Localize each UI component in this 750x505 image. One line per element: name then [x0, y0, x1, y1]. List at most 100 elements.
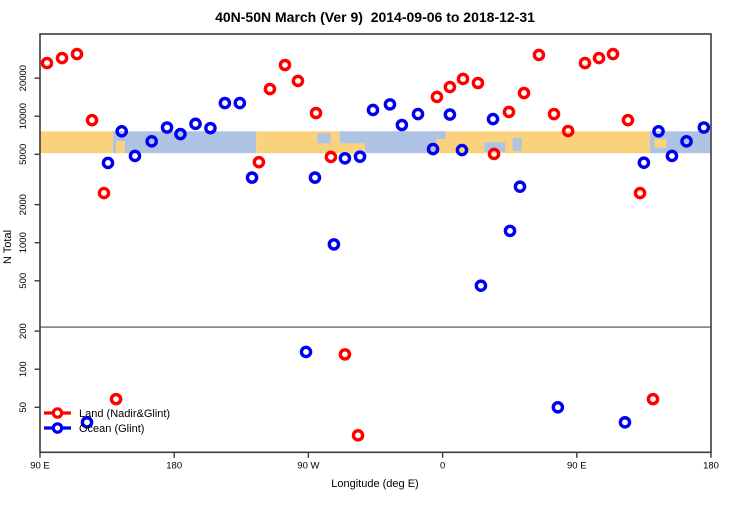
legend-marker-icon	[51, 422, 64, 434]
land-point	[40, 56, 54, 70]
y-tick-label: 100	[18, 361, 29, 377]
land-point	[633, 186, 647, 200]
ocean-point	[652, 124, 665, 138]
chart-title: 40N-50N March (Ver 9) 2014-09-06 to 2018…	[215, 9, 535, 25]
map-strip-patch	[654, 138, 667, 148]
map-strip-patch	[317, 133, 331, 144]
land-point	[592, 51, 606, 65]
map-strip-patch	[116, 141, 125, 154]
ocean-point	[327, 238, 341, 251]
x-tick-label: 0	[440, 460, 445, 471]
x-tick-label: 180	[703, 460, 719, 471]
plot-area: 90 E 180 90 W 0 90 E 180 20000 10000 5000 2000 100…	[18, 33, 719, 471]
land-point	[70, 47, 84, 61]
ocean-point	[551, 400, 565, 414]
land-point	[55, 51, 69, 65]
y-tick-label: 1000	[18, 232, 29, 253]
y-tick-label: 500	[18, 273, 29, 289]
land-point	[430, 90, 444, 104]
land-point	[471, 76, 485, 90]
land-point	[278, 58, 292, 72]
ocean-point	[697, 121, 711, 134]
land-point	[456, 72, 470, 86]
land-point	[443, 80, 457, 94]
ocean-point	[353, 150, 367, 163]
y-tick-label: 20000	[18, 65, 29, 91]
ocean-point	[637, 156, 651, 169]
ocean-point	[80, 416, 94, 429]
land-point	[338, 348, 352, 361]
ocean-point	[204, 121, 217, 135]
ocean-point	[474, 279, 488, 293]
ocean-point	[174, 127, 187, 141]
ocean-point	[128, 149, 142, 163]
ocean-point	[189, 117, 202, 131]
y-axis-label: N Total	[2, 230, 14, 264]
land-point	[309, 106, 323, 120]
land-point	[487, 147, 501, 161]
land-point	[351, 429, 365, 442]
land-point	[291, 74, 305, 88]
land-point	[97, 186, 111, 200]
y-tick-label: 2000	[18, 194, 29, 215]
ocean-point	[443, 108, 457, 121]
land-point	[263, 82, 277, 96]
legend-marker-icon	[51, 407, 64, 419]
land-point	[606, 47, 620, 61]
ocean-point	[455, 143, 469, 157]
x-axis-label: Longitude (deg E)	[331, 478, 418, 490]
land-point	[109, 392, 123, 406]
ocean-point	[308, 171, 322, 184]
land-point	[502, 105, 516, 119]
x-tick-label: 180	[166, 460, 182, 471]
ocean-point	[680, 135, 693, 148]
y-tick-label: 200	[18, 323, 29, 339]
ocean-point	[366, 103, 380, 117]
ocean-point	[299, 345, 313, 359]
map-strip-segment	[436, 131, 650, 154]
land-point	[547, 107, 561, 121]
land-point	[646, 392, 660, 406]
ocean-point	[618, 416, 632, 429]
ocean-point	[218, 96, 232, 110]
ocean-point	[245, 171, 259, 184]
legend-label: Land (Nadir&Glint)	[79, 408, 170, 420]
ocean-point	[160, 121, 174, 134]
x-tick-label: 90 E	[567, 460, 587, 471]
map-strip-segment	[365, 131, 437, 154]
ocean-point	[233, 96, 247, 110]
ocean-point	[665, 149, 679, 163]
ocean-point	[411, 107, 425, 121]
land-point	[561, 124, 575, 138]
map-strip-segment	[40, 131, 114, 154]
ocean-point	[513, 180, 527, 194]
land-point	[85, 113, 99, 127]
land-point	[324, 150, 338, 164]
x-tick-label: 90 E	[30, 460, 50, 471]
map-strip-patch	[339, 143, 366, 154]
ocean-point	[115, 124, 129, 138]
ocean-point	[145, 135, 158, 148]
map-strip-patch	[512, 137, 522, 152]
ocean-point	[383, 98, 397, 111]
y-tick-label: 50	[18, 402, 29, 413]
land-point	[621, 113, 635, 127]
land-point	[517, 86, 531, 100]
land-point	[252, 155, 266, 169]
ocean-point	[101, 156, 115, 170]
ocean-point	[503, 224, 517, 238]
map-strip-patch	[484, 142, 506, 153]
ocean-point	[395, 118, 409, 132]
y-tick-label: 5000	[18, 144, 29, 165]
ocean-point	[486, 112, 500, 126]
ocean-point	[426, 142, 440, 156]
land-point	[532, 48, 546, 62]
ocean-point	[338, 151, 352, 165]
plot-border	[39, 33, 712, 454]
land-point	[578, 56, 592, 70]
y-tick-label: 10000	[18, 103, 29, 129]
legend-label: Ocean (Glint)	[79, 423, 144, 435]
map-strip-patch	[436, 131, 446, 139]
